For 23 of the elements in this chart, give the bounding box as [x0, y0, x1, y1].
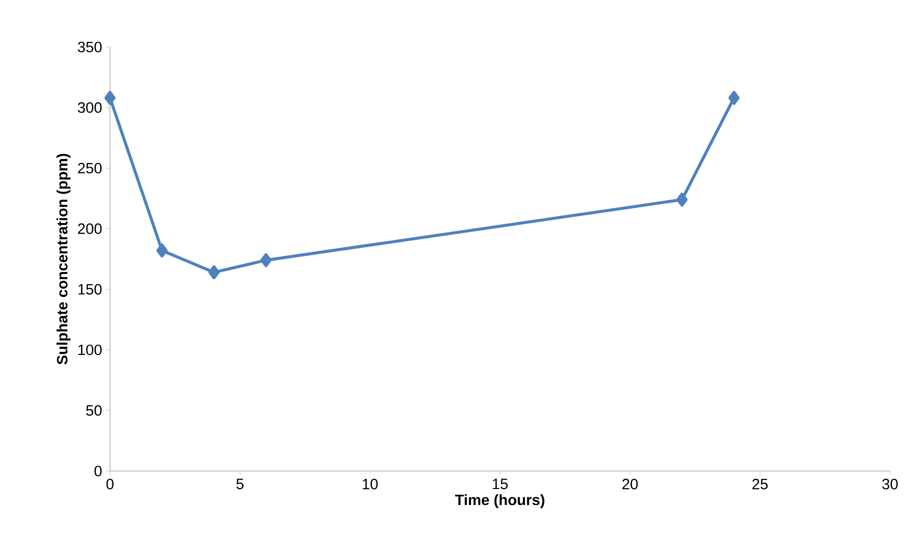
- y-tick-label: 100: [78, 344, 102, 356]
- x-tick-label: 5: [236, 478, 244, 490]
- x-tick-label: 25: [752, 478, 768, 490]
- y-tick-label: 250: [78, 162, 102, 174]
- y-tick-label: 0: [94, 466, 102, 476]
- point: [208, 265, 220, 280]
- y-tick-label: 50: [86, 405, 102, 416]
- point: [156, 244, 168, 258]
- point: [676, 192, 688, 207]
- y-tick-label: 200: [78, 223, 102, 234]
- y-tick-label: 350: [78, 42, 102, 52]
- x-tick-label: 20: [622, 478, 638, 490]
- y-tick-label: 150: [78, 284, 102, 295]
- x-axis-title: Time (hours): [455, 494, 544, 508]
- x-tick-label: 30: [882, 478, 898, 490]
- x-tick-label: 15: [492, 478, 508, 490]
- point: [728, 90, 740, 105]
- x-tick-label: 0: [106, 478, 114, 490]
- y-tick-label: 300: [78, 102, 102, 113]
- point: [260, 253, 272, 268]
- y-axis-title: Sulphate concentration (ppm): [56, 154, 70, 364]
- x-tick-label: 10: [362, 478, 378, 490]
- point: [104, 90, 116, 105]
